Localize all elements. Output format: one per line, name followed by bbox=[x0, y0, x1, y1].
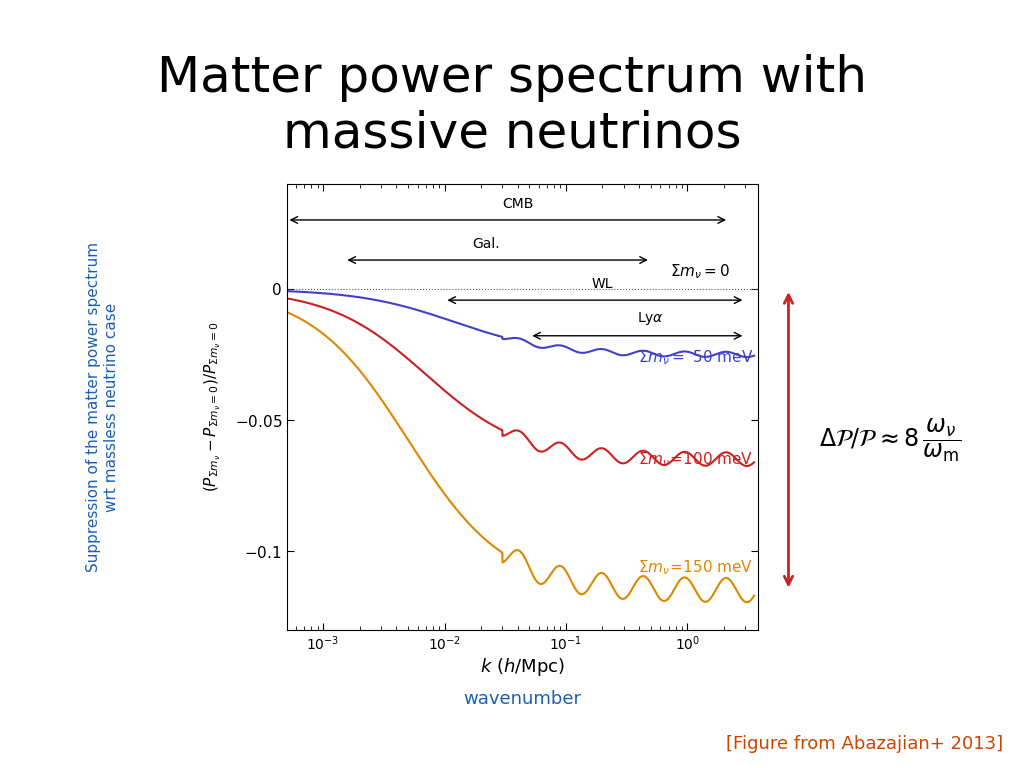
Y-axis label: $(P_{\Sigma m_\nu} - P_{\Sigma m_\nu=0})/P_{\Sigma m_\nu=0}$: $(P_{\Sigma m_\nu} - P_{\Sigma m_\nu=0})… bbox=[203, 322, 223, 492]
Text: WL: WL bbox=[592, 277, 613, 291]
X-axis label: $k\ (h/\mathrm{Mpc})$: $k\ (h/\mathrm{Mpc})$ bbox=[479, 656, 565, 678]
Text: $\Sigma m_\nu\!=\!150\ \mathrm{meV}$: $\Sigma m_\nu\!=\!150\ \mathrm{meV}$ bbox=[638, 558, 754, 577]
Text: wavenumber: wavenumber bbox=[463, 690, 582, 708]
Text: Matter power spectrum with
massive neutrinos: Matter power spectrum with massive neutr… bbox=[157, 54, 867, 157]
Text: $\Sigma m_\nu\!=\!100\ \mathrm{meV}$: $\Sigma m_\nu\!=\!100\ \mathrm{meV}$ bbox=[638, 451, 754, 469]
Text: Gal.: Gal. bbox=[472, 237, 500, 251]
Text: $\Delta\mathcal{P}/\mathcal{P} \approx 8\,\dfrac{\omega_\nu}{\omega_\mathrm{m}}$: $\Delta\mathcal{P}/\mathcal{P} \approx 8… bbox=[819, 416, 962, 464]
Text: $\Sigma m_\nu=0$: $\Sigma m_\nu=0$ bbox=[670, 262, 730, 281]
Text: $\Sigma m_\nu=\ 50\ \mathrm{meV}$: $\Sigma m_\nu=\ 50\ \mathrm{meV}$ bbox=[638, 349, 754, 367]
Text: Ly$\alpha$: Ly$\alpha$ bbox=[637, 310, 665, 327]
Text: CMB: CMB bbox=[502, 197, 534, 211]
Text: Suppression of the matter power spectrum
wrt massless neutrino case: Suppression of the matter power spectrum… bbox=[86, 242, 119, 572]
Text: [Figure from Abazajian+ 2013]: [Figure from Abazajian+ 2013] bbox=[726, 735, 1004, 753]
